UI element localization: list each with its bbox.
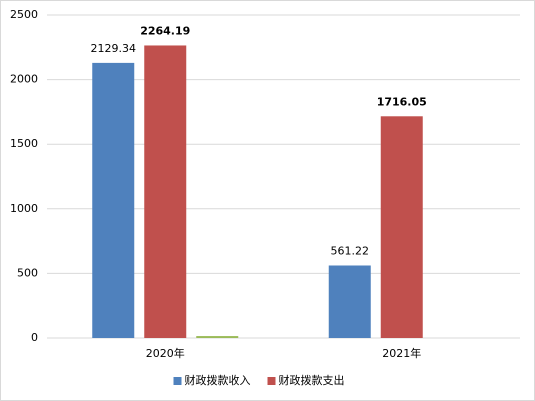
y-tick-label: 0	[31, 331, 38, 344]
legend-swatch	[267, 377, 276, 385]
y-tick-label: 500	[17, 266, 38, 279]
x-tick-label: 2021年	[382, 346, 421, 360]
y-tick-label: 2500	[10, 8, 38, 21]
bar	[144, 45, 187, 339]
bar	[380, 116, 423, 338]
data-label: 561.22	[331, 244, 370, 257]
legend-swatch	[173, 377, 182, 385]
data-label: 1716.05	[377, 95, 427, 108]
bar	[92, 62, 135, 338]
y-tick-label: 1000	[10, 202, 38, 215]
x-tick-label: 2020年	[146, 346, 185, 360]
data-label: 2264.19	[140, 24, 190, 37]
y-tick-label: 2000	[10, 73, 38, 86]
bar	[196, 336, 239, 338]
data-label: 2129.34	[91, 42, 137, 55]
y-tick-label: 1500	[10, 137, 38, 150]
bar	[328, 265, 371, 338]
legend-label: 财政拨款支出	[279, 373, 345, 387]
legend-label: 财政拨款收入	[185, 373, 251, 387]
